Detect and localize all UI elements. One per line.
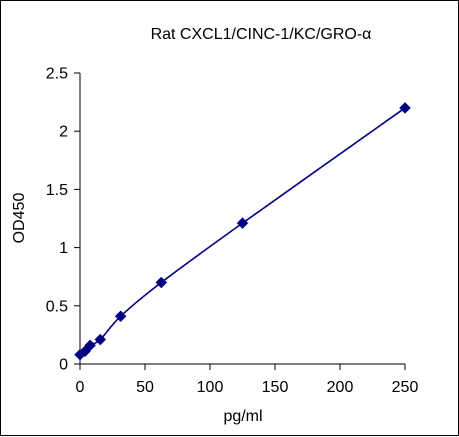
- data-point-marker: [94, 333, 107, 346]
- series-line: [79, 107, 406, 356]
- x-axis-label: pg/ml: [223, 408, 262, 425]
- chart-title: Rat CXCL1/CINC-1/KC/GRO-α: [151, 26, 372, 43]
- data-point-marker: [155, 276, 168, 289]
- y-tick-label: 1: [59, 240, 68, 257]
- y-tick-label: 2.5: [46, 66, 68, 83]
- y-axis-label: OD450: [11, 193, 28, 244]
- data-point-marker: [236, 217, 249, 230]
- y-tick-label: 0: [59, 357, 68, 374]
- x-ticks: 0 50 100 150 200 250: [76, 364, 419, 396]
- data-point-marker: [399, 102, 411, 114]
- y-ticks: 0 0.5 1 1.5 2 2.5: [46, 66, 80, 374]
- x-tick-label: 50: [136, 379, 154, 396]
- data-point-marker: [114, 310, 127, 323]
- y-tick-label: 2: [59, 124, 68, 141]
- x-tick-label: 100: [197, 379, 224, 396]
- y-tick-label: 0.5: [46, 298, 68, 315]
- x-tick-label: 0: [76, 379, 85, 396]
- series-markers: [74, 102, 411, 361]
- x-tick-label: 200: [327, 379, 354, 396]
- y-tick-label: 1.5: [46, 182, 68, 199]
- data-point-marker: [84, 339, 96, 352]
- x-tick-label: 250: [392, 379, 419, 396]
- x-tick-label: 150: [262, 379, 289, 396]
